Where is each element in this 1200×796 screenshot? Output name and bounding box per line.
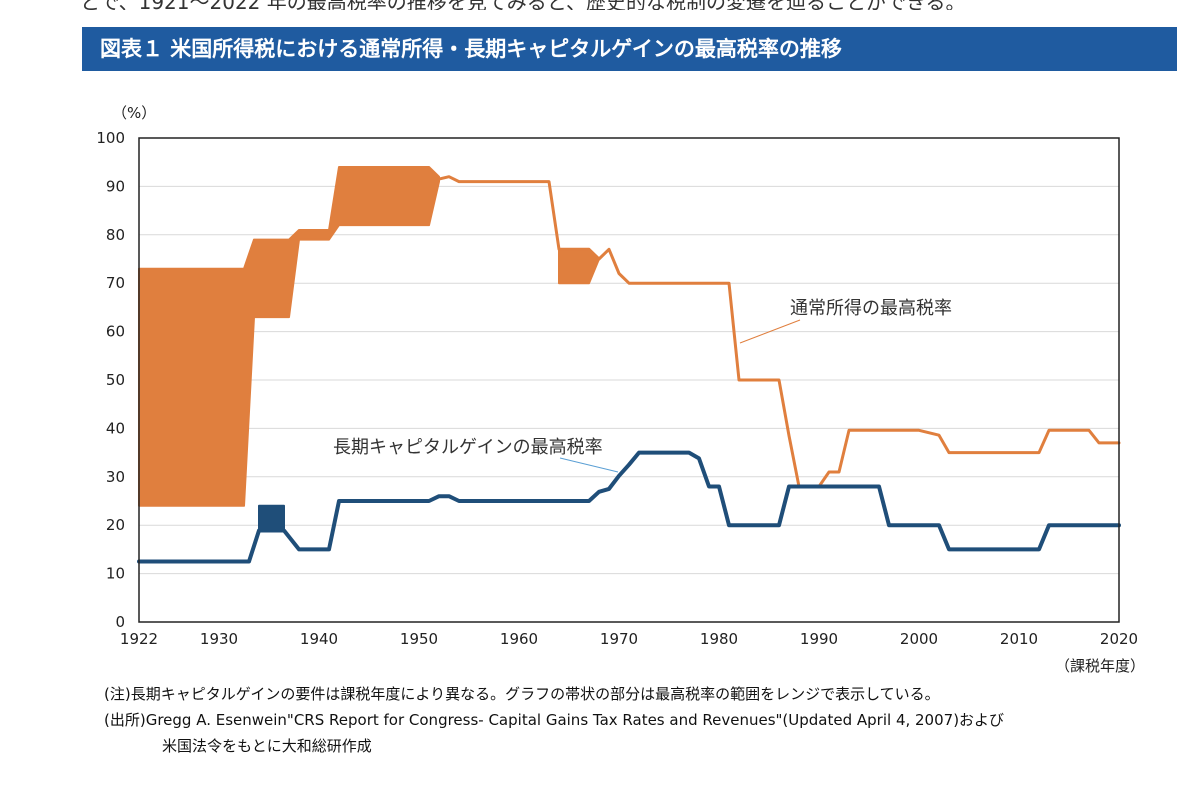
y-tick-label: 50 bbox=[106, 371, 125, 389]
clipped-text: とで、1921〜2022 年の最高税率の推移を見てみると、歴史的な税制の変遷を辿… bbox=[80, 0, 1180, 10]
x-tick-label: 1980 bbox=[700, 630, 738, 648]
x-tick-label: 1930 bbox=[200, 630, 238, 648]
x-tick-label: 1960 bbox=[500, 630, 538, 648]
ordinary-income-leader-line bbox=[739, 319, 801, 344]
plot-area-frame bbox=[138, 137, 1120, 623]
tax-rate-chart: 0 10 20 30 40 50 60 70 80 90 100 1922 1930 1940 1950 19… bbox=[96, 104, 1145, 675]
x-tick-label: 2010 bbox=[1000, 630, 1038, 648]
capital-gains-annotation: 長期キャピタルゲインの最高税率 bbox=[333, 437, 603, 458]
x-tick-label: 1970 bbox=[600, 630, 638, 648]
ordinary-income-series-line bbox=[437, 175, 1121, 488]
x-tick-label: 1990 bbox=[800, 630, 838, 648]
y-tick-label: 60 bbox=[106, 323, 125, 341]
x-unit-label: （課税年度） bbox=[1055, 657, 1145, 675]
y-tick-label: 10 bbox=[106, 565, 125, 583]
y-tick-label: 40 bbox=[106, 419, 125, 437]
x-tick-label: 1940 bbox=[300, 630, 338, 648]
y-tick-label: 30 bbox=[106, 468, 125, 486]
ordinary-income-annotation: 通常所得の最高税率 bbox=[790, 298, 952, 319]
capital-gains-series-line bbox=[137, 450, 1121, 564]
capital-gains-range-band-1 bbox=[258, 504, 285, 532]
y-tick-label: 0 bbox=[115, 613, 125, 631]
y-tick-label: 100 bbox=[96, 129, 125, 147]
chart-source-continued: 米国法令をもとに大和総研作成 bbox=[162, 737, 372, 755]
capital-gains-leader-line bbox=[559, 457, 619, 473]
y-tick-label: 90 bbox=[106, 177, 125, 195]
chart-source: (出所)Gregg A. Esenwein"CRS Report for Con… bbox=[104, 711, 1005, 729]
y-tick-label: 80 bbox=[106, 226, 125, 244]
x-tick-label: 1922 bbox=[120, 630, 158, 648]
chart-note: (注)長期キャピタルゲインの要件は課税年度により異なる。グラフの帯状の部分は最高… bbox=[104, 685, 940, 703]
ordinary-income-range-band-1 bbox=[138, 166, 440, 507]
x-tick-label: 2000 bbox=[900, 630, 938, 648]
x-tick-label: 2020 bbox=[1100, 630, 1138, 648]
y-tick-label: 20 bbox=[106, 516, 125, 534]
figure-title: 図表１ 米国所得税における通常所得・長期キャピタルゲインの最高税率の推移 bbox=[82, 27, 1177, 71]
y-unit-label: （%） bbox=[112, 104, 156, 122]
x-tick-label: 1950 bbox=[400, 630, 438, 648]
y-tick-label: 70 bbox=[106, 274, 125, 292]
